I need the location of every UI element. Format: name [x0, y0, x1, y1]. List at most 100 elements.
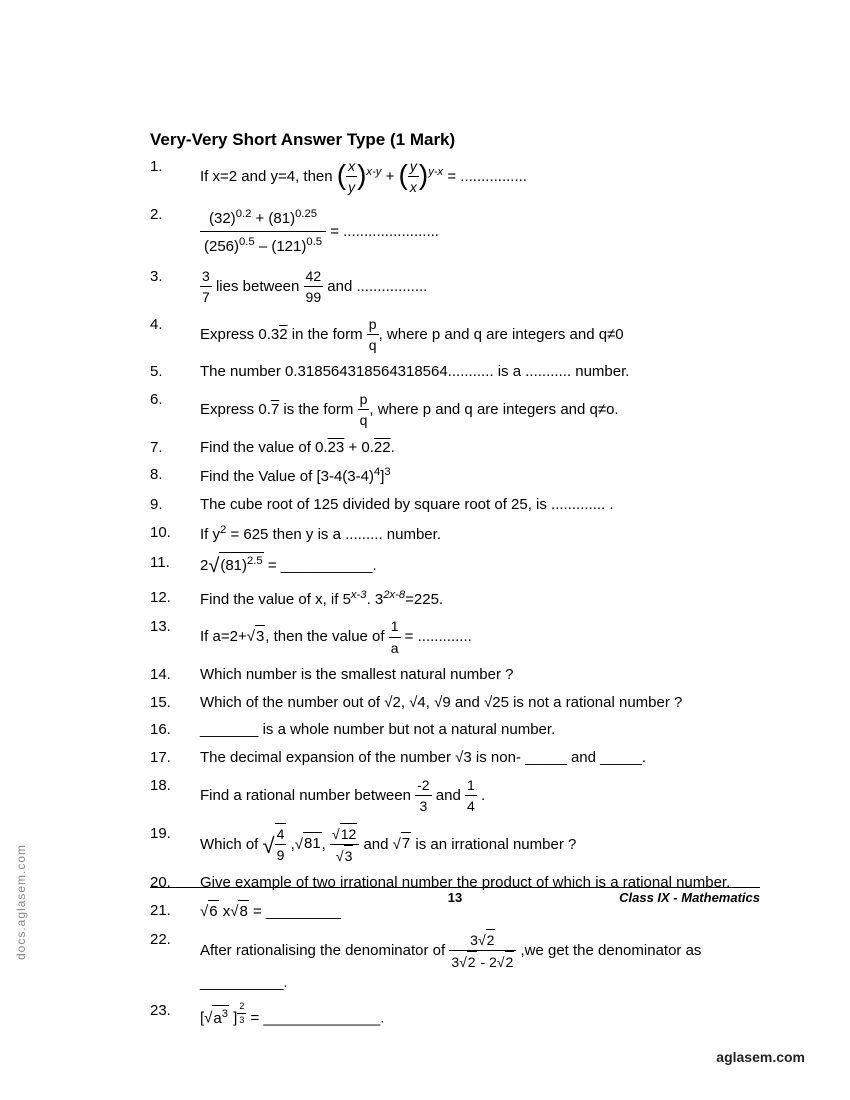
question-6: 6. Express 0.7 is the form pq, where p a… — [150, 389, 760, 431]
fraction: 14 — [465, 775, 477, 817]
t: – (121) — [255, 238, 307, 255]
text: = ....................... — [330, 223, 439, 240]
qtext: Express 0.32 in the form pq, where p and… — [200, 314, 760, 356]
question-12: 12. Find the value of x, if 5x-3. 32x-8=… — [150, 587, 760, 611]
qnum: 13. — [150, 616, 200, 638]
e: 0.25 — [295, 208, 317, 220]
n: 4 — [275, 824, 287, 845]
footer-right: Class IX - Mathematics — [619, 890, 760, 905]
r: 2 — [505, 951, 515, 972]
qtext: If y2 = 625 then y is a ......... number… — [200, 522, 760, 546]
question-19: 19. Which of √49 ,√81, √12√3 and √7 is a… — [150, 823, 760, 867]
qtext: If a=2+√3, then the value of 1a = ......… — [200, 616, 760, 658]
question-4: 4. Express 0.32 in the form pq, where p … — [150, 314, 760, 356]
qtext: The cube root of 125 divided by square r… — [200, 494, 760, 516]
text: is the form — [283, 401, 357, 418]
exp: y-x — [428, 166, 443, 178]
text: and — [436, 787, 465, 804]
watermark-left: docs.aglasem.com — [14, 844, 28, 960]
text: =225. — [405, 591, 443, 608]
text: Express 0.3 — [200, 325, 279, 342]
fraction: pq — [358, 389, 370, 431]
rad: 3 — [344, 845, 354, 866]
qnum: 4. — [150, 314, 200, 336]
text: Find the Value of [3-4(3-4) — [200, 468, 374, 485]
d: 7 — [200, 287, 212, 307]
d: √3 — [330, 845, 359, 866]
text: and — [363, 835, 392, 852]
text: , then the value of — [265, 628, 388, 645]
n: 42 — [304, 266, 324, 287]
d: 99 — [304, 287, 324, 307]
text: = ................ — [447, 168, 527, 185]
text: + 0. — [344, 439, 374, 456]
question-17: 17. The decimal expansion of the number … — [150, 747, 760, 769]
t: 3 — [470, 932, 478, 948]
qnum: 14. — [150, 664, 200, 686]
e: 2x-8 — [383, 589, 405, 601]
qtext: Which of √49 ,√81, √12√3 and √7 is an ir… — [200, 823, 760, 867]
question-16: 16. _______ is a whole number but not a … — [150, 719, 760, 741]
qnum: 23. — [150, 1000, 200, 1022]
n: 3√2 — [449, 929, 516, 951]
text: Express 0. — [200, 401, 271, 418]
rad: 12 — [340, 823, 358, 844]
e: 0.2 — [236, 208, 252, 220]
question-7: 7. Find the value of 0.23 + 0.22. — [150, 437, 760, 459]
paren: ( — [337, 164, 346, 186]
n: p — [367, 314, 379, 335]
e: 0.5 — [239, 236, 255, 248]
t: a — [213, 1010, 221, 1027]
text: = _________ — [249, 903, 341, 920]
text: If x=2 and y=4, then — [200, 168, 337, 185]
fraction: 3√2 3√2 - 2√2 — [449, 929, 516, 973]
radical: √ — [263, 832, 275, 857]
qnum: 9. — [150, 494, 200, 516]
qtext: Express 0.7 is the form pq, where p and … — [200, 389, 760, 431]
text: After rationalising the denominator of — [200, 941, 449, 958]
fraction: 49 — [275, 823, 287, 866]
question-14: 14. Which number is the smallest natural… — [150, 664, 760, 686]
text: = 625 then y is a ......... number. — [226, 526, 441, 543]
qtext: 2√(81)2.5 = ___________. — [200, 552, 760, 581]
question-15: 15. Which of the number out of √2, √4, √… — [150, 692, 760, 714]
text: = ______________. — [246, 1010, 384, 1027]
question-10: 10. If y2 = 625 then y is a ......... nu… — [150, 522, 760, 546]
paren: ( — [399, 164, 408, 186]
qtext: Find the value of 0.23 + 0.22. — [200, 437, 760, 459]
text: . — [391, 439, 395, 456]
t: (256) — [204, 238, 239, 255]
text: = ............. — [401, 628, 472, 645]
qtext: [√a3 ]23 = ______________. — [200, 1000, 760, 1029]
d: q — [367, 335, 379, 355]
text: in the form — [292, 325, 367, 342]
fraction: 1a — [389, 616, 401, 658]
d: 3√2 - 2√2 — [449, 951, 516, 972]
question-9: 9. The cube root of 125 divided by squar… — [150, 494, 760, 516]
fraction: 4299 — [304, 266, 324, 308]
question-8: 8. Find the Value of [3-4(3-4)4]3 — [150, 464, 760, 488]
t: - 2 — [477, 954, 497, 970]
num: x — [346, 156, 357, 177]
watermark-right: aglasem.com — [716, 1049, 805, 1065]
question-22: 22. After rationalising the denominator … — [150, 929, 760, 994]
qnum: 2. — [150, 204, 200, 226]
text: , where p and q are integers and q≠0 — [379, 325, 624, 342]
bar: 23 — [328, 439, 345, 456]
question-18: 18. Find a rational number between -23 a… — [150, 775, 760, 817]
d: 9 — [275, 845, 287, 865]
qtext: The decimal expansion of the number √3 i… — [200, 747, 760, 769]
text: If a=2+ — [200, 628, 247, 645]
section-heading: Very-Very Short Answer Type (1 Mark) — [150, 130, 760, 150]
text: + — [386, 168, 399, 185]
n: 1 — [465, 775, 477, 796]
qnum: 19. — [150, 823, 200, 845]
r: 2 — [467, 951, 477, 972]
text: , — [291, 835, 295, 852]
r: 2 — [486, 929, 496, 950]
qnum: 17. — [150, 747, 200, 769]
qnum: 5. — [150, 361, 200, 383]
qnum: 15. — [150, 692, 200, 714]
page-footer: 13 Class IX - Mathematics — [150, 887, 760, 905]
question-13: 13. If a=2+√3, then the value of 1a = ..… — [150, 616, 760, 658]
